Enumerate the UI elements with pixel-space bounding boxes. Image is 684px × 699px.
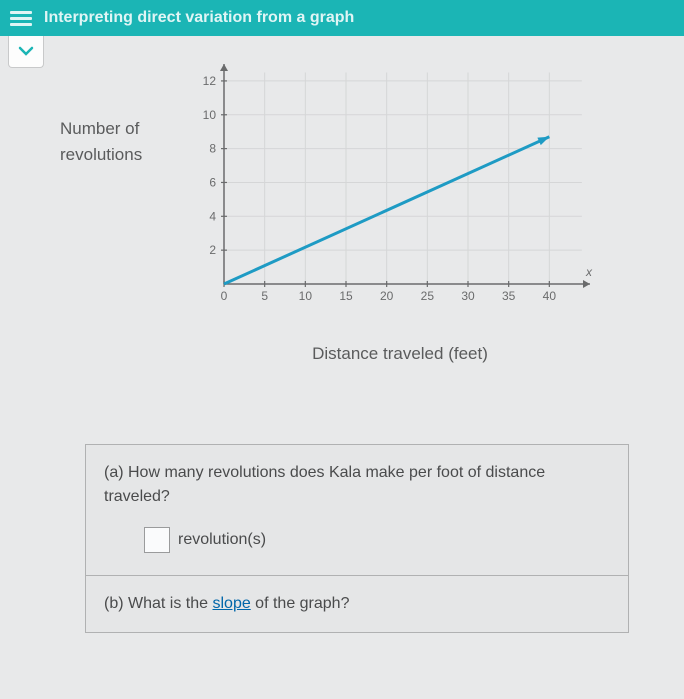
question-a: (a) How many revolutions does Kala make … — [86, 445, 628, 576]
slope-link[interactable]: slope — [212, 595, 250, 612]
svg-text:35: 35 — [502, 289, 516, 303]
x-axis-label: Distance traveled (feet) — [190, 344, 610, 364]
answer-input-a[interactable] — [144, 527, 170, 553]
content-area: Number of revolutions 0 5 10 15 20 25 30 35 40 2 4… — [0, 36, 684, 651]
svg-text:6: 6 — [209, 175, 216, 189]
chart-container: 0 5 10 15 20 25 30 35 40 2 4 6 8 10 12 x — [190, 54, 610, 314]
svg-text:10: 10 — [203, 108, 217, 122]
question-a-text: (a) How many revolutions does Kala make … — [104, 461, 610, 509]
question-b: (b) What is the slope of the graph? — [86, 576, 628, 632]
svg-text:12: 12 — [203, 74, 217, 88]
svg-text:20: 20 — [380, 289, 394, 303]
svg-text:40: 40 — [543, 289, 557, 303]
svg-text:0: 0 — [221, 289, 228, 303]
svg-text:15: 15 — [339, 289, 353, 303]
svg-text:25: 25 — [421, 289, 435, 303]
y-axis-label: Number of revolutions — [60, 116, 190, 167]
svg-text:30: 30 — [461, 289, 475, 303]
svg-text:5: 5 — [261, 289, 268, 303]
svg-text:2: 2 — [209, 243, 216, 257]
svg-text:10: 10 — [299, 289, 313, 303]
question-box: (a) How many revolutions does Kala make … — [85, 444, 629, 633]
question-b-prefix: (b) What is the — [104, 595, 212, 612]
answer-line-a: revolution(s) — [144, 527, 610, 553]
page-title: Interpreting direct variation from a gra… — [44, 9, 354, 27]
menu-icon[interactable] — [10, 11, 32, 26]
chart-area: Number of revolutions 0 5 10 15 20 25 30 35 40 2 4… — [60, 54, 654, 314]
svg-text:x: x — [585, 265, 593, 279]
question-b-suffix: of the graph? — [251, 595, 350, 612]
answer-unit-a: revolution(s) — [178, 528, 266, 552]
svg-text:8: 8 — [209, 142, 216, 156]
line-chart: 0 5 10 15 20 25 30 35 40 2 4 6 8 10 12 x — [190, 54, 610, 314]
svg-text:4: 4 — [209, 209, 216, 223]
header-bar: Interpreting direct variation from a gra… — [0, 0, 684, 36]
